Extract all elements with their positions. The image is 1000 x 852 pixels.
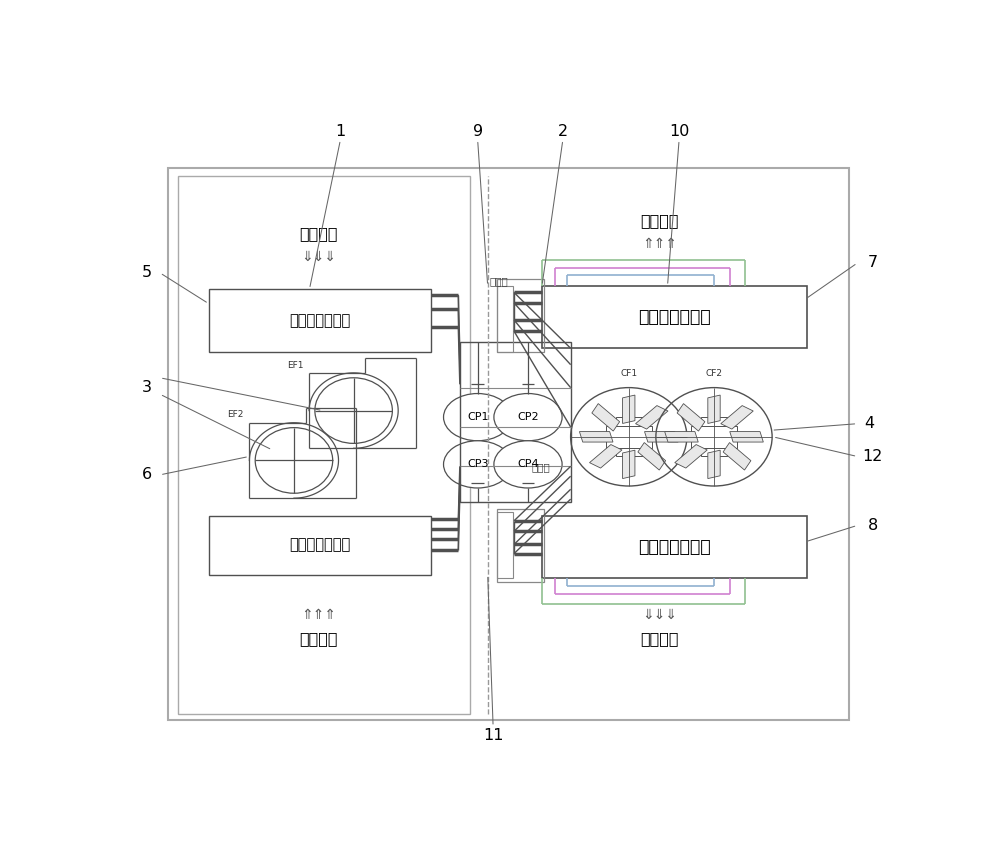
Polygon shape: [730, 432, 763, 442]
Text: CF2: CF2: [706, 369, 722, 377]
Text: EF2: EF2: [227, 411, 244, 419]
Text: ⇑⇑⇑: ⇑⇑⇑: [301, 608, 336, 622]
Text: CP2: CP2: [517, 412, 539, 422]
Ellipse shape: [494, 440, 562, 488]
Text: 10: 10: [669, 124, 689, 139]
Polygon shape: [691, 426, 737, 447]
Text: 2: 2: [558, 124, 568, 139]
Polygon shape: [665, 432, 698, 442]
Text: 室外空气: 室外空气: [640, 213, 679, 227]
Polygon shape: [623, 395, 635, 423]
Polygon shape: [701, 417, 727, 457]
Text: 室内空气: 室内空气: [300, 226, 338, 241]
Text: 毛细管: 毛细管: [489, 276, 508, 286]
Polygon shape: [590, 445, 622, 468]
Text: CP1: CP1: [467, 412, 488, 422]
Text: CF1: CF1: [620, 369, 637, 377]
Polygon shape: [579, 432, 613, 442]
Text: ⇑⇑⇑: ⇑⇑⇑: [642, 237, 677, 251]
Ellipse shape: [444, 440, 512, 488]
Text: 室外第二换热器: 室外第二换热器: [638, 538, 711, 556]
Polygon shape: [616, 417, 642, 457]
Text: ⇓⇓⇓: ⇓⇓⇓: [301, 250, 336, 264]
Text: CP3: CP3: [467, 459, 488, 469]
Ellipse shape: [444, 394, 512, 440]
Text: 室内第一换热器: 室内第一换热器: [289, 313, 351, 328]
Text: 室内空气: 室内空气: [300, 631, 338, 647]
Text: 室内第二换热器: 室内第二换热器: [289, 538, 351, 553]
Polygon shape: [592, 404, 620, 431]
Polygon shape: [721, 406, 753, 429]
Polygon shape: [708, 450, 720, 479]
Text: 3: 3: [142, 380, 152, 395]
Text: CP4: CP4: [517, 459, 539, 469]
Text: 11: 11: [483, 728, 503, 743]
Text: 4: 4: [864, 416, 874, 431]
Polygon shape: [675, 445, 707, 468]
Polygon shape: [638, 442, 666, 470]
Ellipse shape: [494, 394, 562, 440]
Polygon shape: [623, 450, 635, 479]
Text: 9: 9: [473, 124, 483, 139]
Polygon shape: [645, 432, 678, 442]
Text: ⇓⇓⇓: ⇓⇓⇓: [642, 608, 677, 622]
Polygon shape: [708, 395, 720, 423]
Text: EF1: EF1: [287, 360, 303, 370]
Text: 室外第一换热器: 室外第一换热器: [638, 308, 711, 326]
Text: 5: 5: [142, 265, 152, 280]
Text: 室外空气: 室外空气: [640, 631, 679, 647]
Polygon shape: [677, 404, 705, 431]
Text: 压缩机: 压缩机: [531, 462, 550, 472]
Text: 12: 12: [863, 449, 883, 464]
Text: 6: 6: [142, 468, 152, 482]
Polygon shape: [723, 442, 751, 470]
Polygon shape: [636, 406, 668, 429]
Text: 1: 1: [335, 124, 346, 139]
Text: 8: 8: [868, 518, 878, 532]
Polygon shape: [606, 426, 652, 447]
Text: 7: 7: [868, 256, 878, 270]
